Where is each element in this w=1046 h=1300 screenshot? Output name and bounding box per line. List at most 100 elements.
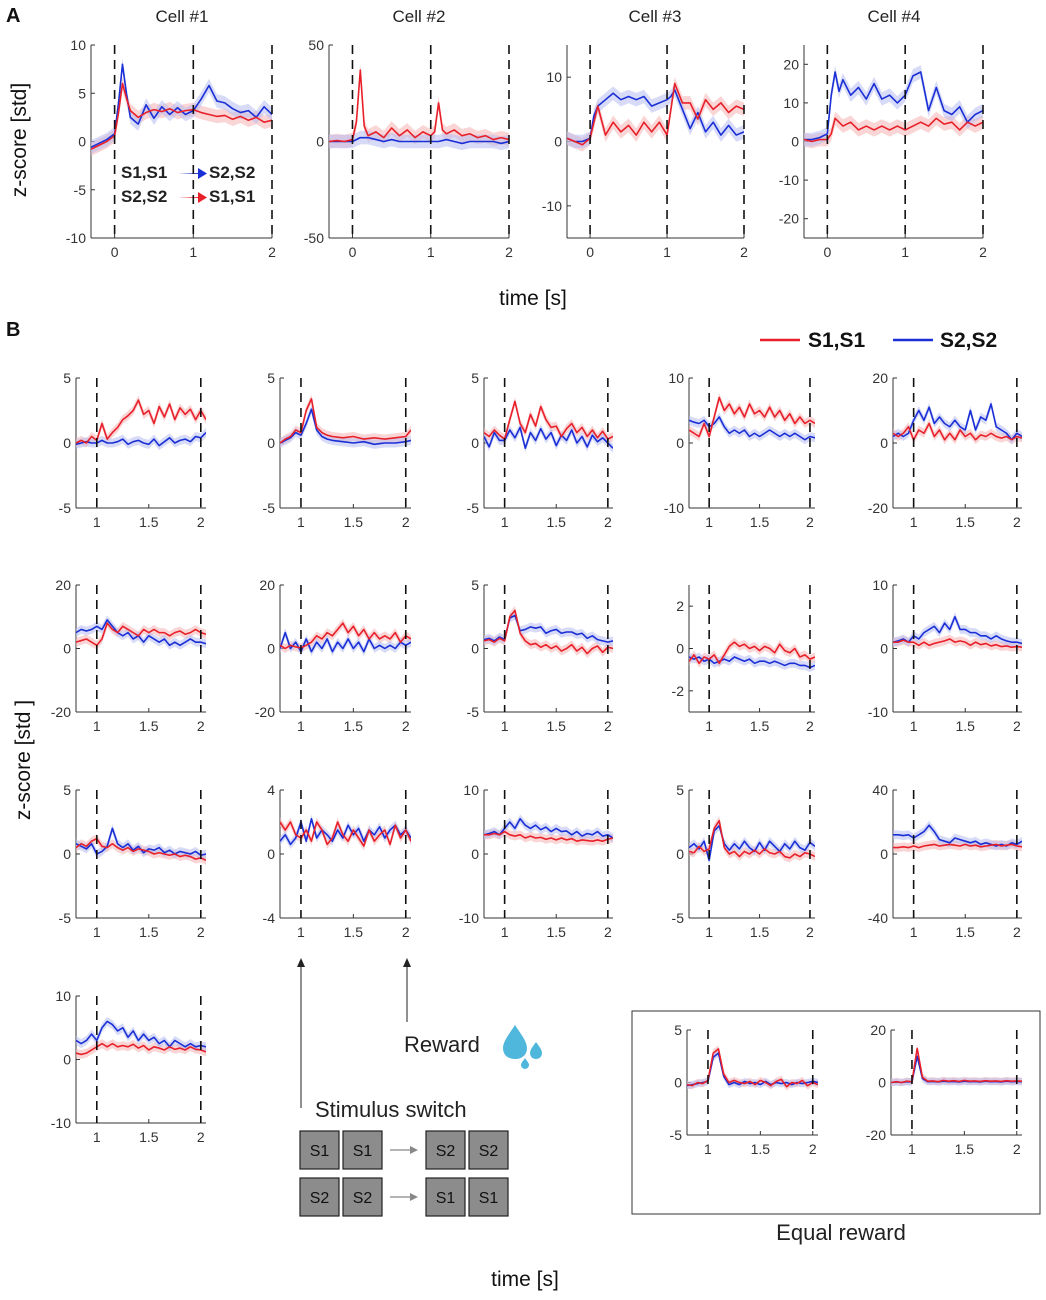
y-tick-label: -5 [263, 500, 276, 516]
legend-label-s2: S2,S2 [940, 329, 997, 352]
x-tick-label: 1 [704, 1141, 712, 1157]
box-r1-l1-text: S1 [310, 1143, 330, 1160]
series-line [893, 843, 1022, 849]
x-tick-label: 1.5 [956, 514, 976, 530]
series-line [567, 89, 744, 143]
series-line [893, 638, 1022, 649]
series-line [76, 1042, 206, 1056]
subplot-9: -20 0 20 1 1.5 2 [868, 370, 1022, 530]
x-tick-label: 1 [93, 514, 101, 530]
error-band [689, 392, 815, 442]
subplot-title: Cell #3 [629, 7, 682, 26]
x-tick-label: 1 [189, 244, 197, 260]
series-line [893, 615, 1022, 645]
y-tick-label: -20 [868, 500, 888, 516]
series-line [76, 432, 206, 447]
x-tick-label: 1 [910, 514, 918, 530]
x-tick-label: 2 [197, 514, 205, 530]
y-tick-label: -10 [542, 198, 562, 214]
series-line [689, 641, 815, 665]
subplot-4: Cell #4 -20 -10 0 10 20 0 1 2 [779, 7, 987, 260]
x-tick-label: 1.5 [139, 718, 159, 734]
y-tick-label: 4 [267, 782, 275, 798]
y-tick-label: -20 [779, 211, 799, 227]
series-line [76, 622, 206, 647]
x-tick-label: 2 [1013, 514, 1021, 530]
x-tick-label: 1 [705, 514, 713, 530]
x-tick-label: 1 [901, 244, 909, 260]
x-tick-label: 1.5 [750, 718, 770, 734]
y-tick-label: 0 [674, 1075, 682, 1091]
x-tick-label: 1.5 [547, 514, 567, 530]
subplot-2: Cell #2 -50 0 50 0 1 2 [304, 7, 513, 260]
y-tick-label: 0 [471, 846, 479, 862]
x-tick-label: 1 [297, 514, 305, 530]
stimulus-switch-arrowhead [297, 958, 305, 967]
x-tick-label: 1.5 [139, 924, 159, 940]
x-tick-label: 1 [297, 718, 305, 734]
subplot-14: -10 0 10 1 1.5 2 [868, 577, 1022, 734]
series-line [689, 416, 815, 441]
x-tick-label: 1 [501, 718, 509, 734]
box-r2-l1 [299, 1177, 340, 1217]
x-tick-label: 2 [604, 924, 612, 940]
y-tick-label: 5 [674, 1022, 682, 1038]
annotation-arrow-2 [178, 192, 207, 203]
y-tick-label: -40 [868, 910, 888, 926]
series-line [76, 619, 206, 647]
error-band [893, 418, 1022, 445]
y-tick-label: 2 [676, 598, 684, 614]
y-tick-label: 10 [70, 37, 86, 53]
y-tick-label: -10 [779, 172, 799, 188]
series-line [484, 400, 613, 440]
panel-b-ylabel: z-score [std ] [12, 700, 35, 820]
box-r2-r2 [468, 1177, 509, 1217]
y-tick-label: -10 [51, 1115, 71, 1131]
x-tick-label: 2 [402, 514, 410, 530]
box-r1-l2-text: S1 [353, 1143, 373, 1160]
y-tick-label: -20 [255, 704, 275, 720]
subplot-8: -10 0 10 1 1.5 2 [664, 370, 815, 530]
x-tick-label: 2 [505, 244, 513, 260]
x-tick-label: 2 [806, 924, 814, 940]
subplot-17: -10 0 10 1 1.5 2 [459, 782, 613, 940]
panel-b-xlabel: time [s] [491, 1268, 559, 1291]
y-tick-label: 5 [63, 782, 71, 798]
subplot-6: -5 0 5 1 1.5 2 [263, 370, 411, 530]
y-tick-label: -2 [672, 683, 685, 699]
y-tick-label: -5 [74, 182, 87, 198]
transition-annotation: S1,S1 S2,S2 S2,S2 S1,S1 [121, 163, 255, 206]
y-tick-label: 0 [267, 641, 275, 657]
subplot-3: Cell #3 -10 0 10 0 1 2 [542, 7, 748, 260]
stimulus-switch-label: Stimulus switch [315, 1097, 467, 1122]
y-tick-label: 20 [872, 370, 888, 386]
y-tick-label: -5 [59, 500, 72, 516]
series-line [567, 82, 744, 146]
x-tick-label: 2 [604, 718, 612, 734]
event-annotations: Reward Stimulus switch [297, 958, 542, 1122]
x-tick-label: 2 [1013, 718, 1021, 734]
y-tick-label: 0 [676, 435, 684, 451]
x-tick-label: 1.5 [344, 718, 364, 734]
subplot-11: -20 0 20 1 1.5 2 [255, 577, 411, 734]
y-tick-label: 10 [872, 577, 888, 593]
subplot-7: -5 0 5 1 1.5 2 [467, 370, 613, 530]
subplot-20: -10 0 10 1 1.5 2 [51, 988, 206, 1145]
box-r1-r1-text: S2 [436, 1143, 456, 1160]
subplot-21: -5 0 5 1 1.5 2 [670, 1022, 818, 1157]
x-tick-label: 1 [93, 1129, 101, 1145]
y-tick-label: -20 [51, 704, 71, 720]
x-tick-label: 1.5 [344, 514, 364, 530]
series-line [76, 1020, 206, 1048]
series-line [689, 656, 815, 669]
series-line [484, 830, 613, 843]
box-r1-r2 [468, 1130, 509, 1170]
error-band [329, 63, 509, 149]
y-tick-label: 0 [676, 641, 684, 657]
y-tick-label: 10 [546, 69, 562, 85]
x-tick-label: 2 [1013, 924, 1021, 940]
y-tick-label: 0 [63, 1052, 71, 1068]
x-tick-label: 2 [809, 1141, 817, 1157]
series-line [280, 821, 411, 847]
